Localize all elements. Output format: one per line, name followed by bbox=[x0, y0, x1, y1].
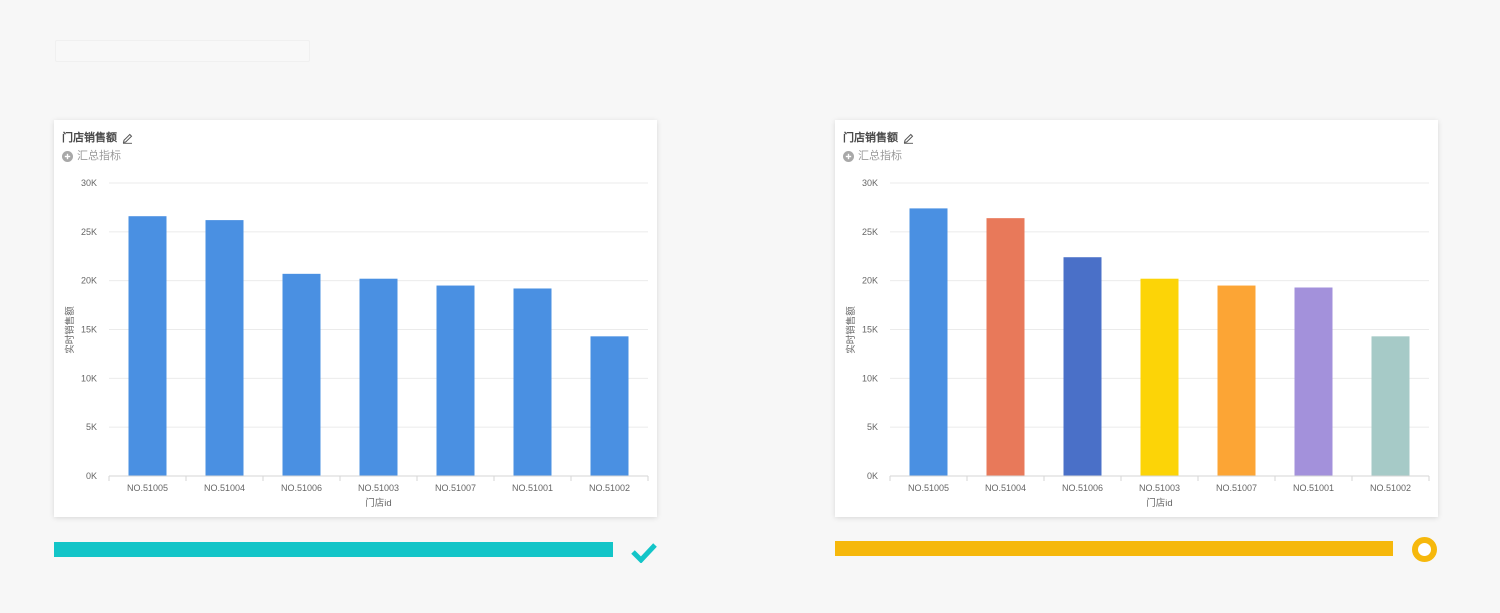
x-tick-label: NO.51006 bbox=[281, 483, 322, 493]
x-tick-label: NO.51007 bbox=[1216, 483, 1257, 493]
y-axis-label: 实时销售额 bbox=[64, 306, 76, 354]
bar bbox=[205, 220, 244, 476]
bar bbox=[909, 208, 948, 476]
add-metric-button[interactable]: 汇总指标 bbox=[62, 149, 121, 163]
x-tick-label: NO.51007 bbox=[435, 483, 476, 493]
card-title[interactable]: 门店销售额 bbox=[843, 131, 914, 145]
y-tick-label: 30K bbox=[81, 178, 97, 188]
x-tick-label: NO.51002 bbox=[1370, 483, 1411, 493]
add-metric-label: 汇总指标 bbox=[77, 150, 121, 162]
bar bbox=[1294, 287, 1333, 476]
y-tick-label: 25K bbox=[81, 227, 97, 237]
bar bbox=[128, 216, 167, 476]
y-tick-label: 15K bbox=[81, 325, 97, 335]
x-tick-label: NO.51004 bbox=[985, 483, 1026, 493]
plus-circle-icon bbox=[843, 150, 854, 162]
y-axis-label: 实时销售额 bbox=[845, 306, 857, 354]
x-axis-label: 门店id bbox=[1146, 497, 1172, 509]
status-bar-neutral bbox=[835, 541, 1393, 556]
bar bbox=[359, 278, 398, 476]
pencil-icon[interactable] bbox=[122, 133, 133, 144]
card-title-text: 门店销售额 bbox=[843, 132, 898, 144]
x-tick-label: NO.51005 bbox=[908, 483, 949, 493]
x-axis-label: 门店id bbox=[365, 497, 391, 509]
x-tick-label: NO.51001 bbox=[1293, 483, 1334, 493]
plus-circle-icon bbox=[62, 150, 73, 162]
bar bbox=[1063, 257, 1102, 476]
pencil-icon[interactable] bbox=[903, 133, 914, 144]
bar-chart: 0K 5K 10K 15K 20K 25K 30K NO.51005 NO.51004 NO.51… bbox=[845, 178, 1430, 509]
bar bbox=[513, 288, 552, 476]
bar bbox=[1371, 336, 1410, 476]
y-tick-label: 10K bbox=[862, 373, 878, 383]
x-tick-label: NO.51002 bbox=[589, 483, 630, 493]
card-title[interactable]: 门店销售额 bbox=[62, 131, 133, 145]
bar bbox=[436, 285, 475, 476]
y-tick-label: 0K bbox=[86, 471, 97, 481]
x-tick-label: NO.51003 bbox=[1139, 483, 1180, 493]
x-tick-label: NO.51004 bbox=[204, 483, 245, 493]
x-tick-label: NO.51006 bbox=[1062, 483, 1103, 493]
add-metric-button[interactable]: 汇总指标 bbox=[843, 149, 902, 163]
add-metric-label: 汇总指标 bbox=[858, 150, 902, 162]
bar bbox=[282, 273, 321, 476]
y-tick-label: 5K bbox=[86, 422, 97, 432]
card-title-text: 门店销售额 bbox=[62, 132, 117, 144]
chart-card-single-color: 0K 5K 10K 15K 20K 25K 30K NO.51005 NO.51004 NO.51… bbox=[54, 120, 657, 517]
y-tick-label: 20K bbox=[81, 276, 97, 286]
y-tick-label: 20K bbox=[862, 276, 878, 286]
ring-icon bbox=[1412, 537, 1437, 562]
faded-banner bbox=[55, 40, 310, 62]
bar bbox=[1217, 285, 1256, 476]
y-tick-label: 10K bbox=[81, 373, 97, 383]
bar bbox=[986, 218, 1025, 476]
y-tick-label: 15K bbox=[862, 325, 878, 335]
y-tick-label: 30K bbox=[862, 178, 878, 188]
check-icon bbox=[631, 543, 657, 563]
x-tick-label: NO.51001 bbox=[512, 483, 553, 493]
bar-chart: 0K 5K 10K 15K 20K 25K 30K NO.51005 NO.51004 NO.51… bbox=[64, 178, 649, 509]
x-tick-label: NO.51003 bbox=[358, 483, 399, 493]
chart-card-multi-color: 0K 5K 10K 15K 20K 25K 30K NO.51005 NO.51004 NO.51… bbox=[835, 120, 1438, 517]
bar bbox=[1140, 278, 1179, 476]
bar bbox=[590, 336, 629, 476]
y-tick-label: 5K bbox=[867, 422, 878, 432]
y-tick-label: 25K bbox=[862, 227, 878, 237]
y-tick-label: 0K bbox=[867, 471, 878, 481]
x-tick-label: NO.51005 bbox=[127, 483, 168, 493]
check-mark bbox=[631, 543, 657, 563]
status-bar-approved bbox=[54, 542, 613, 557]
